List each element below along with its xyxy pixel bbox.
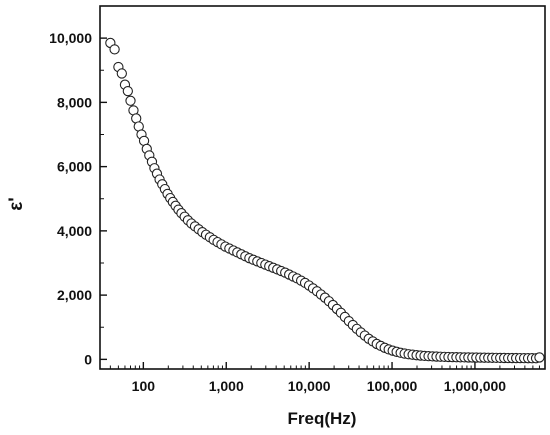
x-tick-label: 1,000 bbox=[209, 378, 244, 394]
y-tick-label: 8,000 bbox=[57, 94, 92, 110]
y-tick-label: 0 bbox=[84, 351, 92, 367]
data-point bbox=[122, 85, 133, 97]
plot-frame bbox=[99, 5, 546, 370]
y-tick-label: 10,000 bbox=[49, 30, 92, 46]
data-point bbox=[125, 95, 136, 106]
data-markers bbox=[105, 37, 545, 364]
y-tick-label: 6,000 bbox=[57, 159, 92, 175]
y-tick-label: 2,000 bbox=[57, 287, 92, 303]
y-axis-title: ε' bbox=[6, 197, 27, 211]
x-tick-label: 100,000 bbox=[367, 378, 418, 394]
x-tick-label: 10,000 bbox=[288, 378, 331, 394]
data-point bbox=[116, 68, 127, 79]
data-point bbox=[109, 44, 120, 55]
data-point bbox=[534, 352, 545, 363]
y-tick-label: 4,000 bbox=[57, 223, 92, 239]
x-tick-label: 100 bbox=[132, 378, 156, 394]
x-tick-label: 1,000,000 bbox=[444, 378, 506, 394]
plot-axes: 100 1,000 10,000 100,000 1,000,000 0 2,000 4,00… bbox=[49, 5, 546, 394]
x-axis-title: Freq(Hz) bbox=[288, 409, 357, 428]
